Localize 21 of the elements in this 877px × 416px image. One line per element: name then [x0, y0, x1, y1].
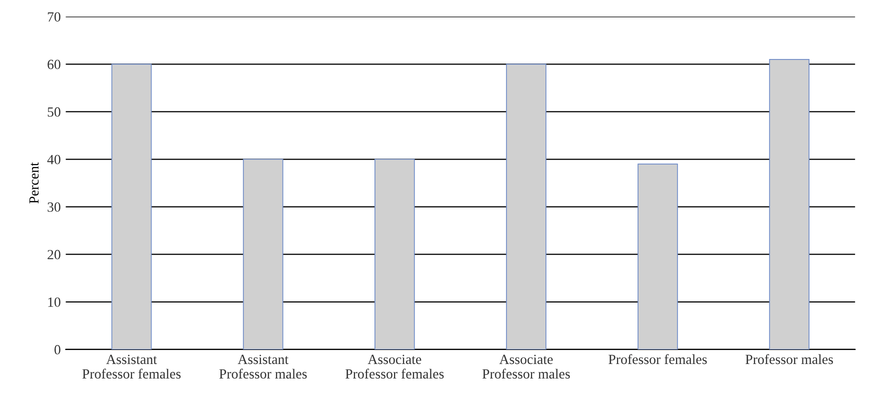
x-tick-label: Associate Professor males	[482, 354, 570, 379]
y-tick-label: 10	[48, 297, 60, 307]
bar	[374, 158, 415, 350]
y-tick-label: 30	[48, 202, 60, 212]
y-tick-label: 0	[54, 345, 60, 354]
y-tick-label: 40	[47, 154, 60, 164]
x-tick-label: Associate Professor females	[345, 354, 444, 379]
bar	[111, 64, 152, 350]
y-tick-label: 50	[48, 107, 60, 117]
x-tick-label: Assistant Professor males	[219, 354, 307, 379]
bar	[638, 164, 678, 350]
bar	[506, 64, 546, 350]
x-tick-label: Professor males	[746, 354, 833, 364]
y-axis-title: Percent	[29, 162, 39, 204]
x-tick-label: Assistant Professor females	[82, 354, 181, 379]
y-tick-label: 60	[48, 60, 60, 70]
bar	[769, 59, 810, 350]
bar	[242, 158, 284, 350]
x-tick-label: Professor females	[608, 354, 707, 364]
y-tick-label: 70	[48, 12, 60, 22]
y-tick-label: 20	[48, 250, 60, 260]
